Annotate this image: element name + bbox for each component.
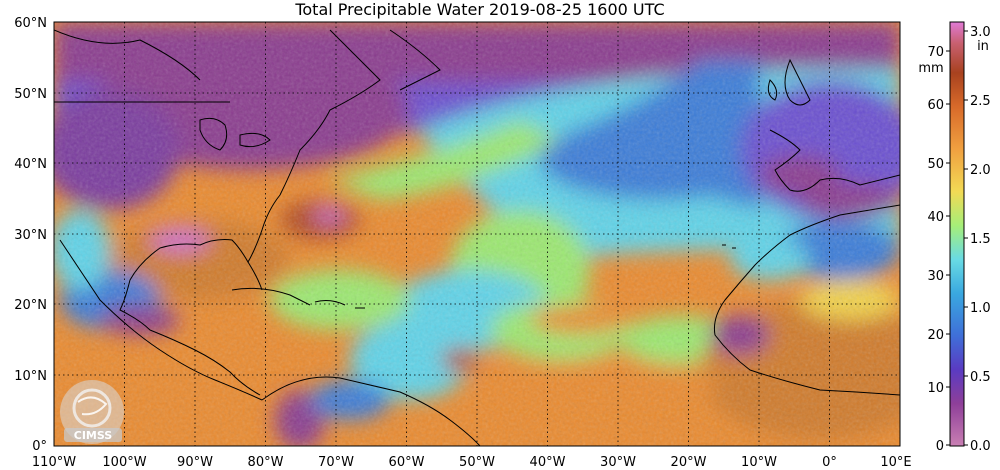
- lon-label: 100°W: [102, 455, 146, 470]
- lat-label: 0°: [32, 439, 47, 454]
- colorbar-in-unit: in: [977, 39, 989, 54]
- lon-label: 30°W: [600, 455, 636, 470]
- colorbar-in-tick: 0.0: [970, 439, 991, 454]
- colorbar-in-tick: 1.5: [970, 232, 991, 247]
- cimss-logo: CIMSS: [60, 380, 124, 444]
- colorbar-mm-tick: 0: [936, 439, 944, 454]
- logo-text: CIMSS: [74, 429, 113, 442]
- lon-label: 10°W: [741, 455, 777, 470]
- latitude-labels: 60°N 50°N 40°N 30°N 20°N 10°N 0°: [14, 16, 47, 454]
- colorbar-in-tick: 3.0: [970, 25, 991, 40]
- colorbar: mm in 70 60 50 40 30 20 10 0 3.0 2.5 2.0…: [918, 21, 991, 454]
- colorbar-in-tick: 0.5: [970, 370, 991, 385]
- lon-label: 80°W: [248, 455, 284, 470]
- map-frame: [53, 21, 901, 447]
- colorbar-mm-tick: 50: [927, 157, 944, 172]
- colorbar-mm-tick: 10: [927, 381, 944, 396]
- colorbar-mm-tick: 60: [927, 98, 944, 113]
- lon-label: 40°W: [530, 455, 566, 470]
- colorbar-gradient: [949, 21, 965, 447]
- lon-label: 110°W: [32, 455, 76, 470]
- longitude-labels: 110°W 100°W 90°W 80°W 70°W 60°W 50°W 40°…: [32, 455, 912, 470]
- lat-label: 10°N: [14, 369, 47, 384]
- colorbar-mm-tick: 30: [927, 269, 944, 284]
- tpw-field: CIMSS: [54, 22, 900, 446]
- graticule: [54, 22, 900, 446]
- lat-label: 30°N: [14, 228, 47, 243]
- map-title: Total Precipitable Water 2019-08-25 1600…: [295, 0, 665, 19]
- lat-label: 50°N: [14, 87, 47, 102]
- lat-label: 40°N: [14, 157, 47, 172]
- colorbar-mm-tick: 40: [927, 210, 944, 225]
- lon-label: 50°W: [459, 455, 495, 470]
- lon-label: 60°W: [389, 455, 425, 470]
- lon-label: 0°: [822, 455, 837, 470]
- lon-label: 10°E: [880, 455, 911, 470]
- colorbar-mm-unit: mm: [918, 61, 943, 76]
- colorbar-mm-tick: 70: [927, 45, 944, 60]
- colorbar-in-tick: 1.0: [970, 301, 991, 316]
- lat-label: 20°N: [14, 298, 47, 313]
- colorbar-mm-tick: 20: [927, 328, 944, 343]
- lon-label: 90°W: [177, 455, 213, 470]
- colorbar-in-tick: 2.0: [970, 163, 991, 178]
- colorbar-in-tick: 2.5: [970, 94, 991, 109]
- lat-label: 60°N: [14, 16, 47, 31]
- lon-label: 20°W: [671, 455, 707, 470]
- coastlines: [54, 29, 900, 446]
- lon-label: 70°W: [318, 455, 354, 470]
